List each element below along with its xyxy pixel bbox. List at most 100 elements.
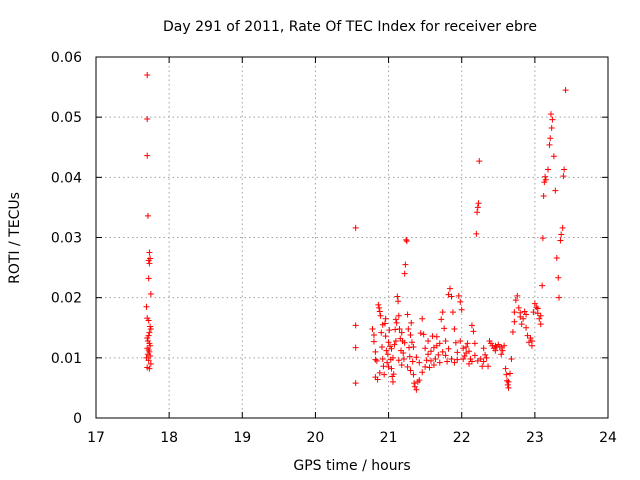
data-point [457,298,464,305]
data-point [389,378,396,385]
data-point [533,304,540,311]
data-point [352,322,359,329]
data-point [503,371,510,378]
data-point [380,363,387,370]
x-tick-label: 23 [526,430,544,446]
data-point [147,353,154,360]
data-point [505,378,512,385]
data-point [372,348,379,355]
data-point [517,309,524,316]
data-point [147,291,154,298]
data-point [439,309,446,316]
data-point [378,344,385,351]
data-point [539,282,546,289]
y-tick-label: 0.03 [51,231,82,247]
data-point [423,357,430,364]
data-point [376,304,383,311]
data-point [474,204,481,211]
data-point [468,322,475,329]
data-point [385,363,392,370]
data-point [483,354,490,361]
data-point [438,316,445,323]
data-point [146,329,153,336]
data-point [499,347,506,354]
data-point [534,305,541,312]
data-point [425,337,432,344]
data-point [501,342,508,349]
data-point [382,333,389,340]
y-tick-label: 0.05 [51,110,82,126]
data-point [413,386,420,393]
data-point [395,298,402,305]
data-points [143,72,569,393]
data-point [411,380,418,387]
data-point [552,187,559,194]
data-point [448,356,455,363]
data-point [416,377,423,384]
data-point [558,231,565,238]
data-point [449,309,456,316]
data-point [383,347,390,354]
x-axis-label: GPS time / hours [293,458,410,474]
data-point [530,309,537,316]
data-point [545,166,552,173]
data-point [386,327,393,334]
x-tick-label: 19 [233,430,251,446]
data-point [145,357,152,364]
data-point [536,315,543,322]
data-point [400,356,407,363]
data-point [509,328,516,335]
data-point [147,325,154,332]
data-point [352,224,359,231]
data-point [505,384,512,391]
data-point [422,363,429,370]
data-point [395,312,402,319]
y-tick-label: 0.01 [51,351,82,367]
data-point [441,325,448,332]
data-point [369,325,376,332]
data-point [146,249,153,256]
data-point [447,285,454,292]
data-point [504,381,511,388]
data-point [540,192,547,199]
data-point [425,351,432,358]
data-point [448,293,455,300]
data-point [526,339,533,346]
data-point [408,319,415,326]
y-axis-label: ROTI / TECUs [7,192,23,284]
data-point [391,341,398,348]
data-point [550,153,557,160]
x-tick-label: 18 [160,430,178,446]
data-point [470,328,477,335]
data-point [553,254,560,261]
data-point [460,356,467,363]
data-point [523,324,530,331]
data-point [442,337,449,344]
data-point [451,325,458,332]
data-point [458,306,465,313]
x-tick-label: 20 [307,430,325,446]
x-tick-label: 22 [453,430,471,446]
data-point [539,235,546,242]
data-point [515,304,522,311]
data-point [403,238,410,245]
data-point [549,116,556,123]
data-point [420,331,427,338]
data-point [411,383,418,390]
data-point [395,357,402,364]
data-point [430,362,437,369]
data-point [498,351,505,358]
data-point [398,362,405,369]
data-point [388,345,395,352]
data-point [436,340,443,347]
data-point [480,345,487,352]
data-point [486,337,493,344]
data-point [432,356,439,363]
data-point [451,359,458,366]
data-point [413,354,420,361]
data-point [372,356,379,363]
data-point [461,353,468,360]
data-point [542,173,549,180]
chart-title: Day 291 of 2011, Rate Of TEC Index for r… [163,19,537,35]
